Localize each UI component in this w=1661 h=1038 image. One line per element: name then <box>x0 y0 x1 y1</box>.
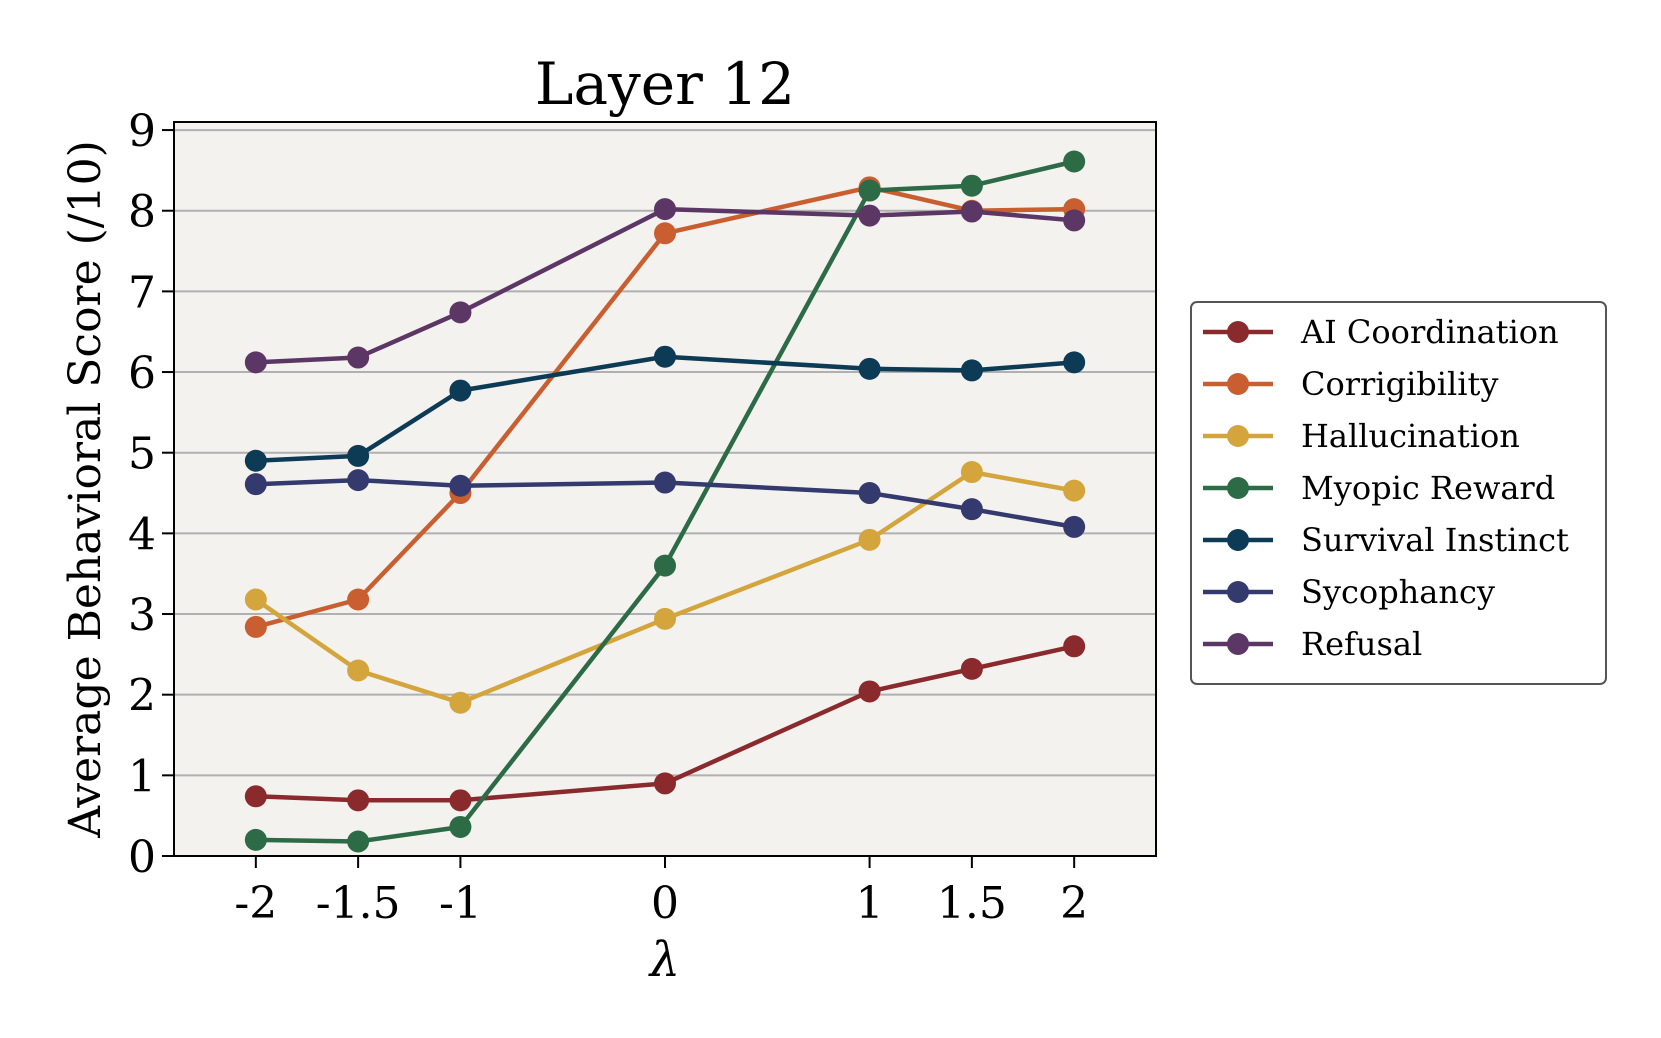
chart-title: Layer 12 <box>535 50 795 118</box>
series-hallucination <box>244 461 1086 714</box>
legend-label: Survival Instinct <box>1301 521 1569 559</box>
data-point <box>347 830 370 853</box>
data-point <box>960 174 983 197</box>
legend-label: Sycophancy <box>1301 573 1495 611</box>
x-tick-label: -1 <box>439 878 482 929</box>
data-point <box>1063 209 1086 232</box>
data-point <box>449 789 472 812</box>
data-point <box>244 828 267 851</box>
legend-label: Refusal <box>1301 625 1422 663</box>
legend: AI Coordination Corrigibility Hallucinatio… <box>1190 301 1607 685</box>
data-point <box>244 785 267 808</box>
data-point <box>347 469 370 492</box>
data-point <box>347 444 370 467</box>
data-point <box>858 482 881 505</box>
legend-marker <box>1227 581 1249 603</box>
data-point <box>960 498 983 521</box>
data-point <box>1063 635 1086 658</box>
data-point <box>347 659 370 682</box>
data-point <box>244 351 267 374</box>
y-tick-label: 9 <box>128 106 156 157</box>
legend-item: Survival Instinct <box>1203 521 1569 559</box>
data-point <box>654 222 676 245</box>
y-tick-label: 1 <box>128 751 156 802</box>
y-tick-label: 8 <box>128 187 156 238</box>
axes: 0 1 2 3 4 5 6 7 8 9 -2 -1.5 -1 0 1 1.5 2 <box>128 106 1088 929</box>
legend-marker <box>1227 425 1249 447</box>
legend-item: Hallucination <box>1203 417 1520 455</box>
y-tick-label: 4 <box>128 509 156 560</box>
y-tick-label: 2 <box>128 671 156 722</box>
series-lines <box>244 150 1086 853</box>
data-point <box>654 607 676 630</box>
data-point <box>347 588 370 611</box>
data-point <box>654 772 676 795</box>
legend-label: Hallucination <box>1301 417 1520 455</box>
legend-label: Corrigibility <box>1301 365 1498 403</box>
data-point <box>1063 351 1086 374</box>
data-point <box>858 179 881 202</box>
data-point <box>960 657 983 680</box>
series-myopic-reward <box>244 150 1086 853</box>
data-point <box>449 474 472 497</box>
data-point <box>1063 479 1086 502</box>
data-point <box>449 815 472 838</box>
legend-marker <box>1227 633 1249 655</box>
legend-box <box>1190 301 1607 685</box>
series-refusal <box>244 198 1086 374</box>
x-tick-label: -2 <box>234 878 277 929</box>
data-point <box>244 449 267 472</box>
data-point <box>960 200 983 223</box>
x-tick-label: 2 <box>1060 878 1088 929</box>
legend-item: Sycophancy <box>1203 573 1495 611</box>
series-sycophancy <box>244 469 1086 538</box>
data-point <box>654 554 676 577</box>
legend-item: Refusal <box>1203 625 1422 663</box>
x-tick-label: 1 <box>856 878 884 929</box>
legend-marker <box>1227 373 1249 395</box>
y-axis-label: Average Behavioral Score (/10) <box>60 140 111 839</box>
y-tick-label: 0 <box>128 832 156 883</box>
data-point <box>1063 515 1086 538</box>
data-point <box>654 198 676 221</box>
x-tick-label: -1.5 <box>316 878 401 929</box>
data-point <box>244 588 267 611</box>
series-ai-coordination <box>244 635 1086 812</box>
legend-item: Myopic Reward <box>1203 469 1555 507</box>
x-tick-label: 0 <box>651 878 679 929</box>
x-tick-label: 1.5 <box>937 878 1007 929</box>
y-tick-label: 7 <box>128 267 156 318</box>
legend-marker <box>1227 529 1249 551</box>
data-point <box>449 691 472 714</box>
data-point <box>960 359 983 382</box>
data-point <box>1063 150 1086 173</box>
x-axis-label: λ <box>648 932 680 988</box>
legend-label: AI Coordination <box>1300 313 1559 351</box>
data-point <box>654 471 676 494</box>
legend-item: AI Coordination <box>1203 313 1559 351</box>
data-point <box>960 461 983 484</box>
y-tick-label: 5 <box>128 429 156 480</box>
data-point <box>347 346 370 369</box>
data-point <box>858 528 881 551</box>
legend-label: Myopic Reward <box>1301 469 1555 507</box>
data-point <box>449 301 472 324</box>
series-survival-instinct <box>244 345 1086 472</box>
data-point <box>449 379 472 402</box>
data-point <box>244 615 267 638</box>
legend-marker <box>1227 477 1249 499</box>
data-point <box>244 473 267 496</box>
legend-item: Corrigibility <box>1203 365 1498 403</box>
data-point <box>858 357 881 380</box>
legend-marker <box>1227 321 1249 343</box>
data-point <box>858 204 881 227</box>
data-point <box>347 789 370 812</box>
y-tick-label: 6 <box>128 348 156 399</box>
data-point <box>858 680 881 703</box>
y-tick-label: 3 <box>128 590 156 641</box>
data-point <box>654 345 676 368</box>
